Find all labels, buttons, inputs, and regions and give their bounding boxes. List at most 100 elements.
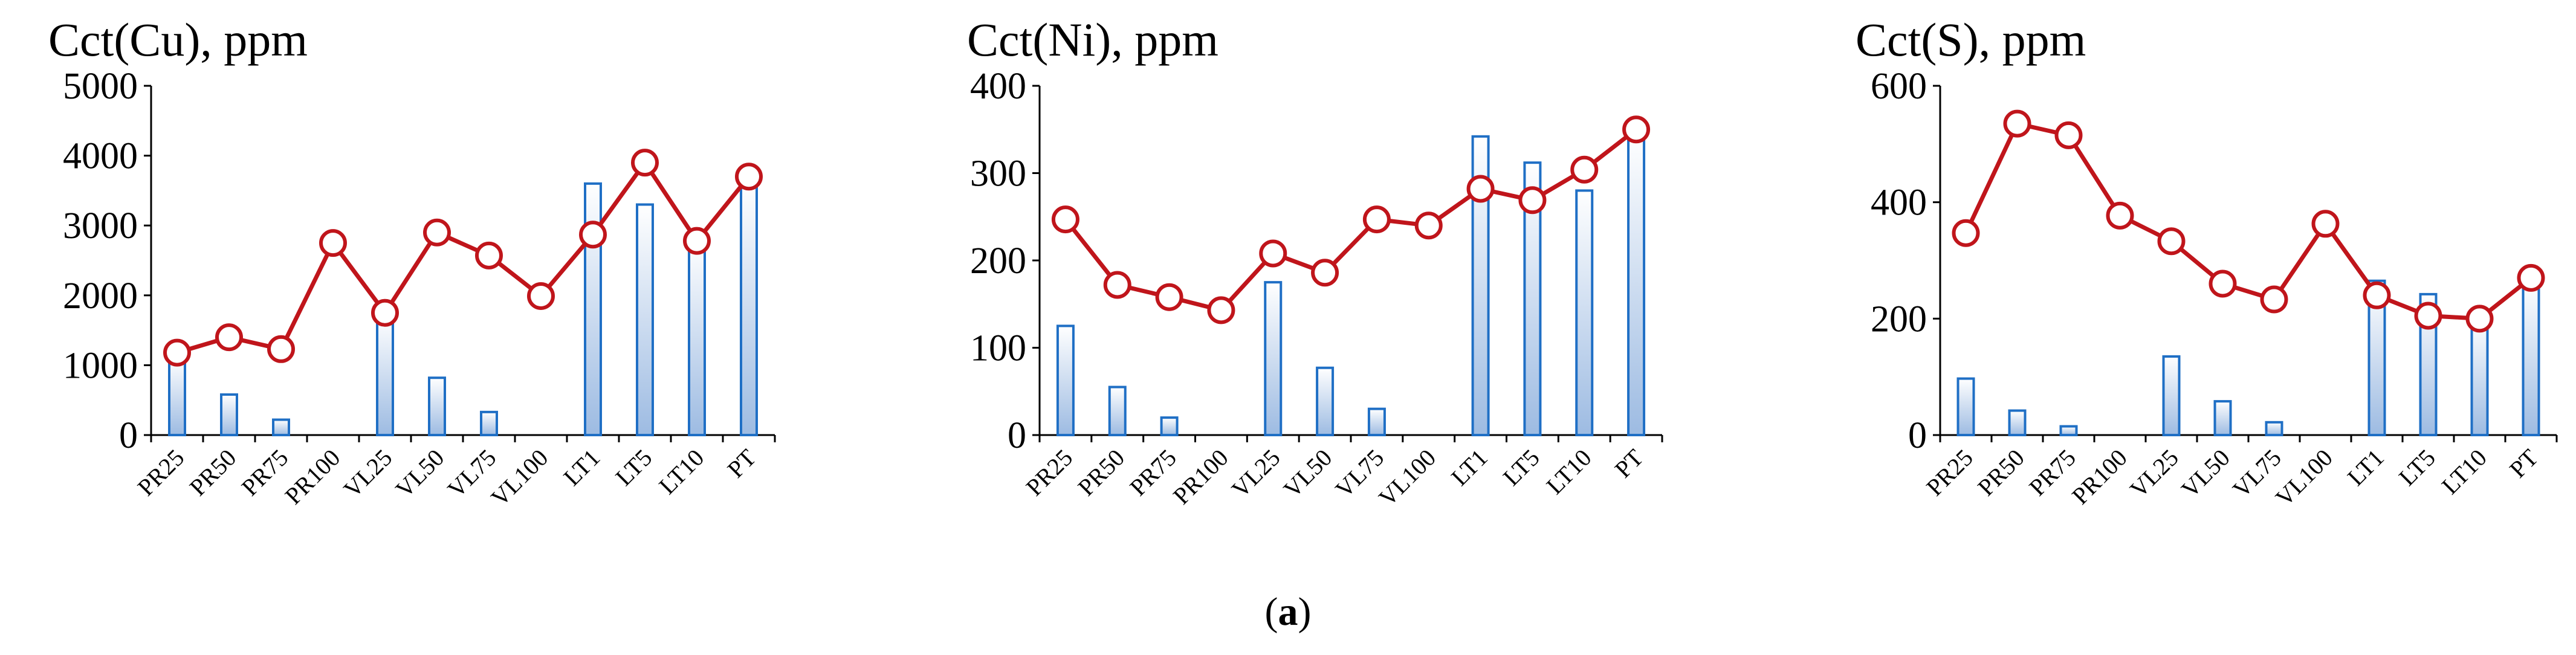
line-point	[1466, 175, 1495, 203]
category-label: PR50	[1972, 444, 2030, 502]
bar	[1160, 416, 1179, 436]
line-point	[1259, 239, 1287, 268]
y-tick-label: 0	[119, 415, 138, 456]
line-point	[1414, 211, 1443, 240]
line-point	[1518, 186, 1547, 215]
bar	[2059, 425, 2078, 436]
category-label: PT	[722, 444, 762, 483]
category-label: LT10	[653, 444, 709, 500]
caption-letter: a	[1278, 590, 1298, 634]
category-label: PR50	[1072, 444, 1130, 502]
line-point	[475, 241, 503, 269]
y-tick-label: 1000	[63, 345, 138, 386]
category-label: PT	[2504, 444, 2543, 483]
category-label: PT	[1610, 444, 1649, 483]
bar	[1956, 377, 1975, 436]
category-label: PR100	[1168, 444, 1234, 510]
category-label: PR25	[1921, 444, 1978, 502]
line-point	[215, 323, 243, 352]
line-point	[2209, 269, 2237, 298]
bar	[2470, 317, 2489, 436]
line-point	[163, 338, 191, 367]
category-label: LT5	[610, 444, 657, 491]
bar	[2265, 421, 2283, 436]
bar	[1575, 189, 1594, 436]
line-point	[2054, 121, 2083, 149]
category-label: VL100	[485, 444, 553, 512]
y-tick-label: 4000	[63, 136, 138, 177]
line-point	[631, 149, 659, 177]
line-point	[2517, 263, 2545, 292]
bar	[376, 315, 394, 436]
y-tick-label: 2000	[63, 276, 138, 317]
line-point	[1570, 155, 1599, 184]
line-point	[579, 221, 607, 249]
y-tick-label: 600	[1871, 66, 1927, 107]
line-point	[2003, 109, 2031, 138]
category-label: VL100	[2270, 444, 2338, 512]
series-line	[1064, 127, 1638, 312]
bar	[2213, 400, 2232, 436]
line-point	[1155, 283, 1183, 311]
category-label: PR25	[132, 444, 190, 502]
line-point	[1103, 271, 1131, 299]
chart-title: Cct(Cu), ppm	[48, 13, 308, 66]
category-label: LT10	[1541, 444, 1597, 500]
line-point	[423, 218, 451, 247]
category-label: VL50	[390, 444, 450, 503]
caption-open: (	[1264, 590, 1278, 634]
chart-title: Cct(Ni), ppm	[967, 13, 1218, 66]
bar	[740, 179, 758, 436]
bar	[2162, 355, 2181, 437]
line-point	[1362, 205, 1391, 234]
line-point	[1207, 296, 1235, 324]
line-point	[1622, 115, 1651, 144]
caption-close: )	[1298, 590, 1312, 634]
y-tick-label: 300	[970, 153, 1026, 195]
line-point	[1051, 205, 1079, 234]
bar	[1108, 386, 1127, 437]
y-tick-label: 3000	[63, 205, 138, 247]
line-point	[371, 298, 399, 327]
category-label: LT5	[2393, 444, 2441, 491]
category-label: LT10	[2436, 444, 2492, 500]
bar	[220, 393, 238, 437]
category-label: LT1	[2342, 444, 2389, 491]
line-point	[2363, 281, 2391, 309]
bar	[2008, 409, 2027, 436]
line-point	[2157, 227, 2186, 256]
line-point	[1311, 259, 1339, 287]
y-tick-label: 200	[970, 240, 1026, 282]
figure-caption: (a)	[0, 589, 2576, 635]
category-label: PR25	[1021, 444, 1078, 502]
line-point	[527, 282, 555, 310]
category-label: VL50	[2176, 444, 2235, 503]
series-line	[176, 160, 751, 355]
y-tick-label: 100	[970, 328, 1026, 369]
line-point	[267, 335, 295, 363]
bar	[1264, 281, 1283, 436]
bar	[1316, 366, 1335, 436]
bar	[2522, 279, 2540, 437]
line-point	[683, 227, 711, 255]
bar	[480, 410, 498, 436]
line-point	[2465, 305, 2494, 333]
category-label: VL25	[338, 444, 398, 503]
y-tick-label: 0	[1908, 415, 1927, 456]
line-point	[2414, 302, 2442, 330]
category-label: PR100	[280, 444, 346, 510]
bar	[688, 238, 706, 436]
category-label: VL100	[1373, 444, 1441, 512]
bar	[272, 418, 290, 436]
line-point	[2260, 285, 2288, 314]
y-tick-label: 0	[1008, 415, 1026, 456]
category-label: LT1	[1446, 444, 1493, 491]
line-point	[2106, 201, 2134, 230]
category-label: LT1	[558, 444, 605, 491]
chart-s: Cct(S), ppm 0200400600PR25PR50PR75PR100V…	[1856, 13, 2558, 512]
category-label: LT5	[1498, 444, 1545, 491]
bar	[1627, 132, 1646, 436]
line-point	[319, 229, 347, 257]
line-point	[2311, 210, 2340, 238]
bar	[636, 203, 654, 436]
